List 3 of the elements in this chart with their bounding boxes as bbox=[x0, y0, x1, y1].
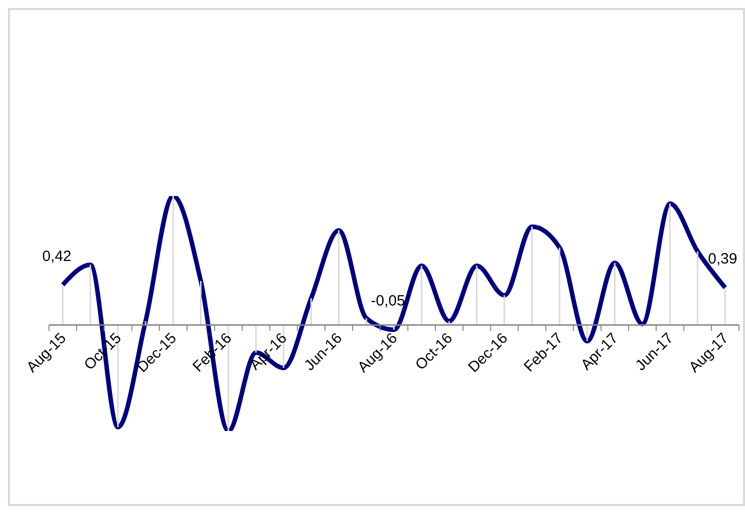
data-label: 0,39 bbox=[708, 250, 738, 268]
data-label: -0,05 bbox=[370, 292, 406, 310]
data-label: 0,42 bbox=[42, 248, 72, 265]
